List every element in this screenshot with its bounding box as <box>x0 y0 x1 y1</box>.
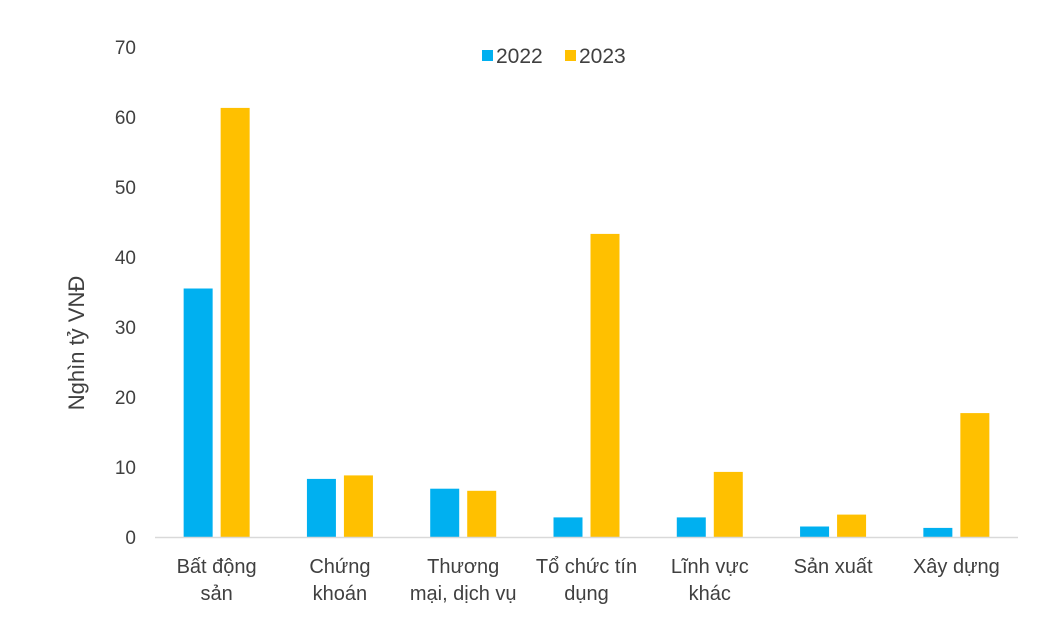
legend-label-2022: 2022 <box>496 45 543 68</box>
bar-2022-6 <box>923 527 953 537</box>
bar-2022-1 <box>306 478 336 537</box>
bar-2022-2 <box>430 488 460 537</box>
y-tick-label: 30 <box>115 318 136 339</box>
category-label: Xây dựng <box>913 556 1000 578</box>
category-label: Lĩnh vực <box>671 556 749 578</box>
bar-2023-3 <box>590 233 620 537</box>
category-label: mại, dịch vụ <box>410 583 517 605</box>
bar-2022-5 <box>800 526 830 537</box>
category-label: sản <box>201 583 233 605</box>
category-label: dụng <box>564 583 609 605</box>
y-tick-label: 70 <box>115 38 136 59</box>
y-axis-ticks: 0 10 20 30 40 50 60 70 <box>115 38 136 549</box>
bar-2023-5 <box>837 514 867 537</box>
bars <box>183 107 990 538</box>
category-label: khác <box>689 583 731 605</box>
bar-2023-1 <box>343 475 373 537</box>
category-label: Thương <box>427 556 499 578</box>
bar-2022-3 <box>553 517 583 537</box>
y-tick-label: 50 <box>115 178 136 199</box>
legend-swatch-2022 <box>482 50 493 61</box>
bar-2022-0 <box>183 288 213 537</box>
category-label: khoán <box>313 583 368 605</box>
category-label: Chứng <box>309 556 370 578</box>
category-label: Tổ chức tín <box>536 556 637 578</box>
y-axis-label: Nghìn tỷ VNĐ <box>64 276 89 411</box>
bar-2023-0 <box>220 107 250 538</box>
bar-2023-4 <box>713 471 743 537</box>
y-tick-label: 60 <box>115 108 136 129</box>
bar-2023-2 <box>467 490 497 537</box>
category-label: Bất động <box>177 556 257 578</box>
y-tick-label: 0 <box>125 528 136 549</box>
legend-label-2023: 2023 <box>579 45 626 68</box>
bar-2022-4 <box>676 517 706 537</box>
y-tick-label: 20 <box>115 388 136 409</box>
category-label: Sản xuất <box>794 556 873 578</box>
x-axis-labels: Bất động sản Chứng khoán Thương mại, dịch vụ T… <box>177 556 1000 605</box>
y-tick-label: 10 <box>115 458 136 479</box>
bar-2023-6 <box>960 413 990 537</box>
y-tick-label: 40 <box>115 248 136 269</box>
legend: 2022 2023 <box>482 45 626 68</box>
legend-swatch-2023 <box>565 50 576 61</box>
